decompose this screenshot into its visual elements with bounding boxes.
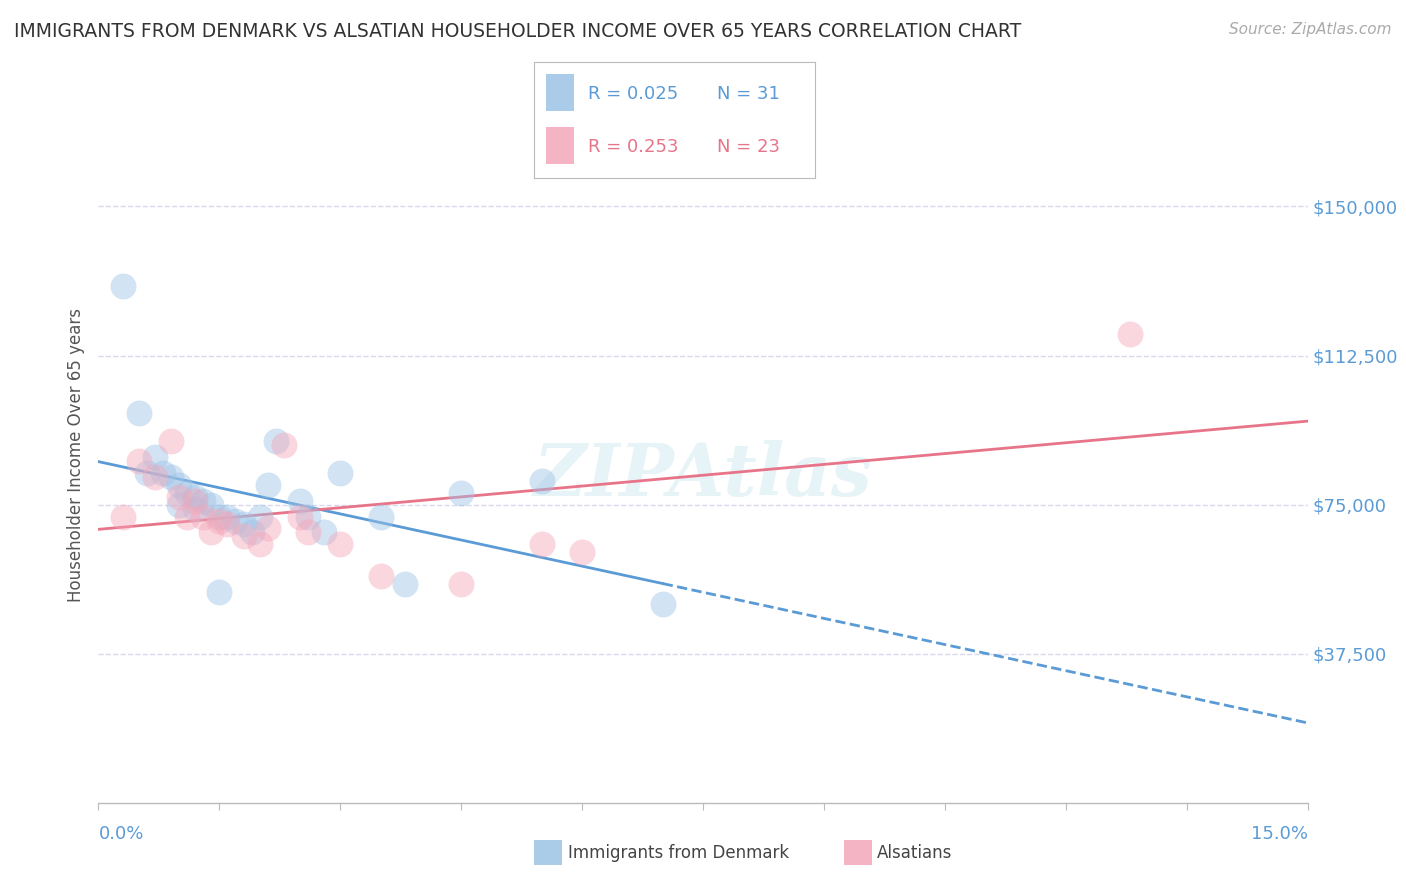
Point: [256, 521, 278, 535]
Text: N = 31: N = 31: [717, 85, 780, 103]
Point: [314, 525, 336, 540]
Text: N = 23: N = 23: [717, 138, 780, 156]
Point: [571, 545, 593, 559]
Point: [160, 434, 183, 448]
Point: [193, 493, 215, 508]
Point: [370, 569, 392, 583]
Point: [224, 514, 246, 528]
Text: Source: ZipAtlas.com: Source: ZipAtlas.com: [1229, 22, 1392, 37]
Point: [273, 438, 295, 452]
Point: [297, 525, 319, 540]
Point: [128, 406, 150, 420]
Point: [152, 466, 174, 480]
Point: [128, 454, 150, 468]
Point: [240, 525, 263, 540]
Point: [1119, 326, 1142, 341]
Point: [288, 509, 311, 524]
Point: [200, 498, 222, 512]
Point: [329, 537, 352, 551]
Point: [143, 450, 166, 464]
Point: [111, 279, 134, 293]
FancyBboxPatch shape: [546, 74, 574, 112]
Point: [184, 493, 207, 508]
Point: [217, 517, 239, 532]
Point: [256, 477, 278, 491]
Point: [249, 537, 271, 551]
Point: [450, 577, 472, 591]
Point: [143, 470, 166, 484]
Point: [200, 525, 222, 540]
Point: [329, 466, 352, 480]
Point: [530, 537, 553, 551]
Point: [394, 577, 416, 591]
Point: [184, 490, 207, 504]
Text: R = 0.253: R = 0.253: [588, 138, 678, 156]
Point: [208, 585, 231, 599]
Text: R = 0.025: R = 0.025: [588, 85, 678, 103]
Point: [176, 509, 198, 524]
Y-axis label: Householder Income Over 65 years: Householder Income Over 65 years: [66, 308, 84, 602]
Point: [288, 493, 311, 508]
Point: [208, 509, 231, 524]
Point: [264, 434, 287, 448]
Point: [167, 490, 190, 504]
Point: [208, 514, 231, 528]
Point: [160, 470, 183, 484]
Point: [370, 509, 392, 524]
Point: [111, 509, 134, 524]
Point: [232, 517, 254, 532]
Point: [450, 485, 472, 500]
Point: [297, 509, 319, 524]
Text: 15.0%: 15.0%: [1250, 825, 1308, 843]
Text: 0.0%: 0.0%: [98, 825, 143, 843]
Point: [167, 477, 190, 491]
Text: ZIPAtlas: ZIPAtlas: [534, 441, 872, 511]
Point: [530, 474, 553, 488]
FancyBboxPatch shape: [546, 128, 574, 164]
Point: [249, 509, 271, 524]
Point: [184, 501, 207, 516]
Point: [193, 509, 215, 524]
Text: Alsatians: Alsatians: [877, 844, 953, 862]
Text: IMMIGRANTS FROM DENMARK VS ALSATIAN HOUSEHOLDER INCOME OVER 65 YEARS CORRELATION: IMMIGRANTS FROM DENMARK VS ALSATIAN HOUS…: [14, 22, 1021, 41]
Point: [217, 509, 239, 524]
Point: [167, 498, 190, 512]
Point: [176, 485, 198, 500]
Point: [651, 597, 673, 611]
Point: [232, 529, 254, 543]
Point: [135, 466, 157, 480]
Text: Immigrants from Denmark: Immigrants from Denmark: [568, 844, 789, 862]
